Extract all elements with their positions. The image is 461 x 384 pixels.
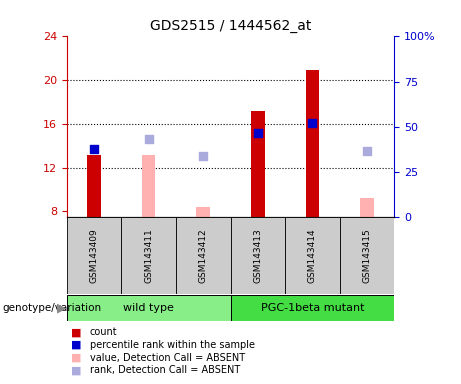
Text: PGC-1beta mutant: PGC-1beta mutant [260, 303, 364, 313]
Bar [142, 155, 155, 217]
Title: GDS2515 / 1444562_at: GDS2515 / 1444562_at [150, 19, 311, 33]
Text: GSM143413: GSM143413 [253, 228, 262, 283]
Text: ■: ■ [71, 340, 82, 350]
Bar [230, 217, 285, 294]
Bar [87, 155, 101, 217]
Text: GSM143415: GSM143415 [362, 228, 372, 283]
Text: GSM143411: GSM143411 [144, 228, 153, 283]
Point [200, 152, 207, 159]
Bar [360, 199, 374, 217]
Text: genotype/variation: genotype/variation [2, 303, 101, 313]
Text: ▶: ▶ [58, 301, 67, 314]
Text: percentile rank within the sample: percentile rank within the sample [90, 340, 255, 350]
Text: GSM143412: GSM143412 [199, 228, 208, 283]
Bar [251, 111, 265, 217]
Point [90, 146, 98, 152]
Text: rank, Detection Call = ABSENT: rank, Detection Call = ABSENT [90, 365, 240, 375]
Text: count: count [90, 327, 118, 337]
Text: ■: ■ [71, 365, 82, 375]
Text: GSM143414: GSM143414 [308, 228, 317, 283]
Point [363, 148, 371, 154]
Bar [67, 217, 121, 294]
Bar [67, 295, 230, 321]
Bar [176, 217, 230, 294]
Bar [230, 295, 394, 321]
Text: ■: ■ [71, 327, 82, 337]
Point [254, 130, 261, 136]
Bar [340, 217, 394, 294]
Bar [306, 70, 319, 217]
Text: value, Detection Call = ABSENT: value, Detection Call = ABSENT [90, 353, 245, 362]
Bar [121, 217, 176, 294]
Point [309, 120, 316, 126]
Bar [196, 207, 210, 217]
Text: GSM143409: GSM143409 [89, 228, 99, 283]
Text: wild type: wild type [123, 303, 174, 313]
Bar [285, 217, 340, 294]
Text: ■: ■ [71, 353, 82, 362]
Point [145, 136, 152, 142]
